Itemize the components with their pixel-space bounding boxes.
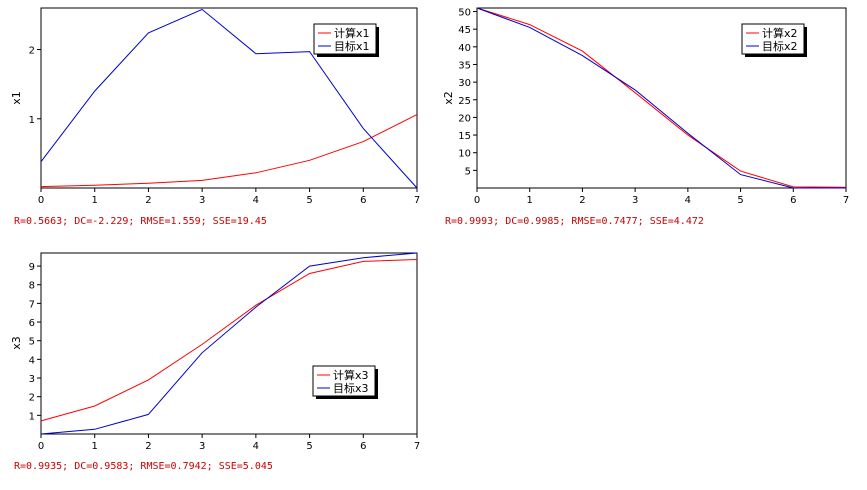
y-axis-label: x2	[442, 91, 455, 105]
y-tick-label: 50	[458, 8, 471, 19]
x-tick-label: 2	[145, 441, 151, 452]
fit-stats: R=0.9993; DC=0.9985; RMSE=0.7477; SSE=4.…	[445, 216, 704, 227]
x-tick-label: 0	[38, 441, 44, 452]
y-tick-label: 1	[29, 115, 35, 126]
y-tick-label: 1	[29, 411, 35, 422]
plot-frame	[476, 7, 847, 189]
x-tick-label: 1	[527, 195, 533, 206]
x-tick-label: 3	[199, 195, 205, 206]
y-tick-label: 8	[29, 281, 35, 292]
x-tick-label: 1	[92, 195, 98, 206]
fit-stats: R=0.9935; DC=0.9583; RMSE=0.7942; SSE=5.…	[14, 461, 273, 472]
x-tick-label: 4	[253, 195, 259, 206]
series-line-target	[476, 7, 846, 189]
series-line-computed	[40, 114, 418, 188]
x-tick-label: 0	[38, 195, 44, 206]
legend-label: 目标x1	[334, 39, 370, 53]
x-tick-label: 5	[737, 195, 743, 206]
y-tick-label: 7	[29, 299, 35, 310]
y-tick-label: 40	[458, 43, 471, 54]
series-line-computed	[476, 7, 847, 188]
x-tick-label: 7	[414, 441, 420, 452]
x-tick-label: 3	[199, 441, 205, 452]
series-line-target	[40, 8, 418, 189]
x-tick-label: 2	[579, 195, 585, 206]
y-tick-label: 45	[458, 25, 471, 36]
y-axis-label: x1	[10, 91, 23, 105]
y-tick-label: 2	[29, 393, 35, 404]
x-tick-label: 3	[632, 195, 638, 206]
y-tick-label: 15	[458, 131, 471, 142]
y-tick-label: 5	[29, 337, 35, 348]
y-tick-label: 20	[458, 113, 471, 124]
x-tick-label: 6	[790, 195, 796, 206]
plot-frame	[40, 7, 418, 189]
legend-box	[313, 23, 377, 55]
y-tick-label: 9	[29, 262, 35, 273]
y-tick-label: 30	[458, 78, 471, 89]
y-tick-label: 35	[458, 60, 471, 71]
x-tick-label: 6	[360, 195, 366, 206]
legend-label: 计算x1	[334, 26, 370, 40]
x-tick-label: 5	[306, 441, 312, 452]
y-tick-label: 2	[29, 46, 35, 57]
plot-frame	[40, 252, 418, 435]
y-axis-label: x3	[10, 336, 23, 350]
x-tick-label: 5	[306, 195, 312, 206]
x-tick-label: 4	[685, 195, 691, 206]
series-line-computed	[40, 259, 418, 422]
y-tick-label: 4	[29, 355, 35, 366]
x-tick-label: 2	[145, 195, 151, 206]
chart-2: 0 1 2 3 4 5 6 75101520253035404550x2计算x2目标x2R=0…	[442, 7, 849, 227]
y-tick-label: 5	[465, 166, 471, 177]
y-tick-label: 6	[29, 318, 35, 329]
x-tick-label: 7	[414, 195, 420, 206]
y-tick-label: 25	[458, 96, 471, 107]
y-tick-label: 3	[29, 374, 35, 385]
y-tick-label: 10	[458, 149, 471, 160]
series-line-target	[40, 252, 418, 435]
legend-label: 计算x3	[333, 368, 369, 382]
legend-label: 目标x3	[333, 381, 369, 395]
x-tick-label: 6	[360, 441, 366, 452]
x-tick-label: 4	[253, 441, 259, 452]
legend-box	[741, 23, 805, 55]
legend-box	[312, 365, 376, 397]
x-tick-label: 1	[92, 441, 98, 452]
fit-stats: R=0.5663; DC=-2.229; RMSE=1.559; SSE=19.…	[14, 216, 267, 227]
x-tick-label: 0	[474, 195, 480, 206]
legend-label: 计算x2	[762, 26, 798, 40]
x-tick-label: 7	[843, 195, 849, 206]
legend-label: 目标x2	[762, 39, 798, 53]
